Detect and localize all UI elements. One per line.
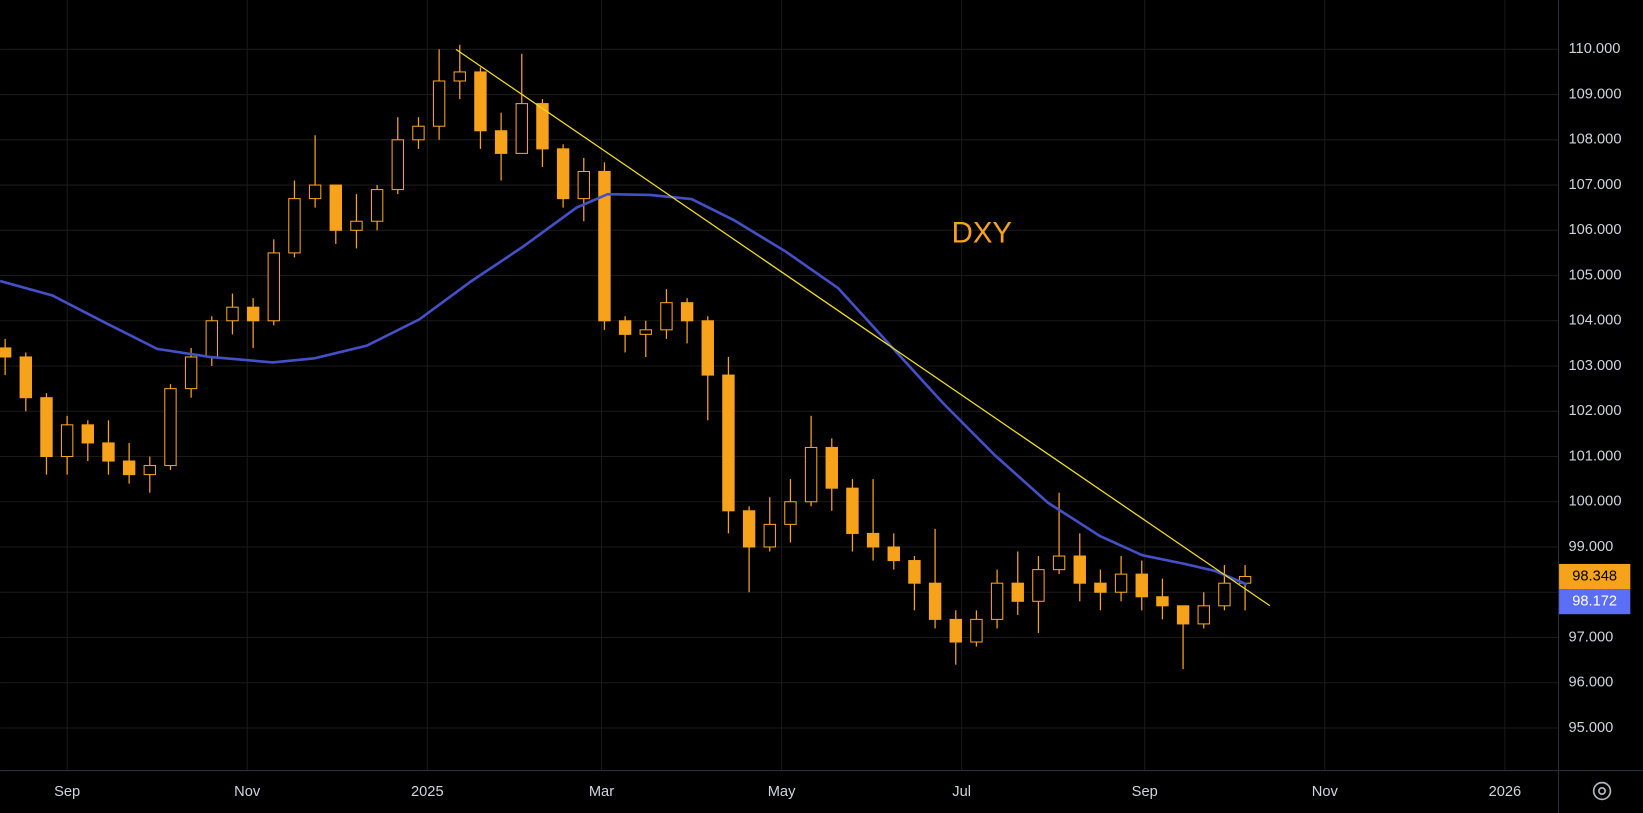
y-tick-label: 102.000 — [1568, 403, 1621, 419]
candle-body — [40, 397, 53, 458]
candle-body — [1073, 555, 1086, 584]
candle-body — [1176, 605, 1190, 625]
candle-body — [825, 446, 838, 489]
candle-body — [494, 130, 508, 154]
x-tick-label: 2026 — [1489, 784, 1522, 800]
candle-body — [908, 560, 921, 584]
candle-body — [556, 148, 570, 200]
candle-body — [122, 460, 136, 476]
candle-body — [370, 189, 384, 222]
candle-body — [81, 424, 95, 444]
y-tick-label: 95.000 — [1568, 720, 1613, 736]
candle-body — [350, 220, 363, 231]
y-tick-label: 109.000 — [1568, 86, 1621, 102]
candle-body — [846, 487, 859, 534]
x-tick-label: Sep — [54, 784, 80, 800]
settings-button[interactable] — [1592, 781, 1612, 801]
candle-body — [226, 306, 239, 322]
candle-body — [0, 347, 12, 358]
candle-body — [267, 252, 280, 322]
x-tick-label: 2025 — [411, 784, 444, 800]
x-tick-label: Mar — [589, 784, 614, 800]
candle-body — [1094, 582, 1107, 593]
candle-body — [412, 125, 425, 141]
y-tick-label: 105.000 — [1568, 267, 1621, 283]
candle-body — [639, 329, 652, 335]
candle-body — [102, 442, 115, 462]
y-tick-label: 107.000 — [1568, 177, 1621, 193]
candle-body — [1197, 605, 1210, 625]
candle-body — [536, 103, 549, 150]
symbol-annotation: DXY — [952, 216, 1012, 249]
candle-body — [1052, 555, 1066, 571]
last-price-label: 98.348 — [1572, 568, 1617, 584]
candle-body — [618, 320, 632, 335]
candle-body — [763, 523, 776, 548]
candle-body — [887, 546, 900, 562]
candle-body — [949, 618, 962, 643]
candle-body — [432, 80, 446, 127]
candle-body — [474, 71, 487, 132]
candle-body — [1135, 573, 1148, 598]
candle-body — [19, 356, 33, 399]
candle-body — [391, 139, 404, 191]
settings-icon — [1592, 781, 1612, 801]
candle-body — [784, 501, 797, 525]
candle-body — [453, 71, 466, 82]
candle-body — [60, 424, 74, 458]
candle-body — [288, 198, 301, 254]
candle-body — [928, 582, 942, 620]
candle-body — [308, 184, 322, 200]
y-tick-label: 103.000 — [1568, 358, 1621, 374]
x-tick-label: Jul — [952, 784, 971, 800]
trend-line — [455, 48, 1271, 607]
candle-body — [598, 170, 611, 322]
candle-body — [990, 582, 1004, 620]
candle-body — [1114, 573, 1128, 593]
candle-body — [1218, 582, 1231, 607]
y-tick-label: 108.000 — [1568, 132, 1621, 148]
moving-average-line — [0, 192, 1248, 586]
ma-price-label: 98.172 — [1572, 594, 1617, 610]
y-tick-label: 96.000 — [1568, 675, 1613, 691]
axes: 95.00096.00097.00098.00099.000100.000101… — [54, 41, 1631, 800]
y-tick-label: 97.000 — [1568, 629, 1613, 645]
candle-body — [184, 356, 198, 390]
y-tick-label: 101.000 — [1568, 448, 1621, 464]
x-tick-label: Nov — [234, 784, 261, 800]
candle-body — [205, 320, 219, 358]
y-tick-label: 100.000 — [1568, 494, 1621, 510]
candle-body — [164, 388, 177, 467]
grid — [0, 0, 1559, 771]
candle-body — [143, 465, 157, 476]
x-tick-label: Sep — [1132, 784, 1158, 800]
candle-body — [701, 320, 714, 376]
candle-body — [1156, 596, 1169, 607]
candle-body — [722, 374, 735, 512]
y-tick-label: 104.000 — [1568, 313, 1621, 329]
candle-body — [515, 103, 528, 154]
candle-body — [804, 446, 818, 503]
x-tick-label: May — [768, 784, 796, 800]
candle-body — [246, 306, 260, 322]
plot: DXY — [0, 44, 1271, 670]
candle-body — [1011, 582, 1024, 602]
settings-icon-core — [1598, 787, 1607, 795]
y-tick-label: 106.000 — [1568, 222, 1621, 238]
candle-body — [866, 532, 880, 548]
y-tick-label: 99.000 — [1568, 539, 1613, 555]
candle-body — [742, 510, 756, 548]
y-tick-label: 110.000 — [1568, 41, 1620, 57]
x-tick-label: Nov — [1312, 784, 1339, 800]
candle-body — [1032, 569, 1045, 602]
candle-body — [970, 618, 983, 643]
ma-price-tag — [1559, 589, 1631, 615]
candle-body — [660, 302, 673, 331]
last-price-tag — [1559, 563, 1631, 590]
candle-body — [329, 184, 342, 231]
candle-body — [577, 170, 590, 200]
candle-body — [680, 302, 694, 322]
